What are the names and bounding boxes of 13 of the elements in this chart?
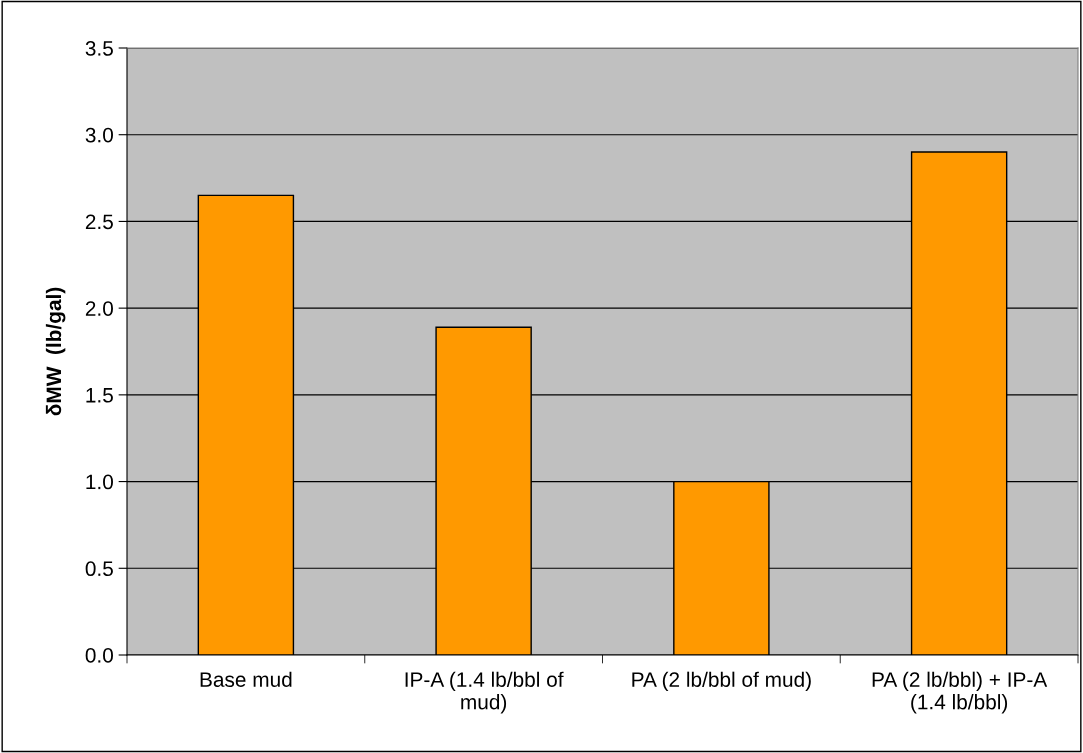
y-tick-label: 3.0 [85, 127, 113, 143]
y-tick-label: 2.5 [85, 214, 113, 230]
y-tick-label: 1.5 [86, 388, 113, 403]
y-tick-label: 0.5 [85, 561, 113, 577]
y-tick-label: 2.0 [85, 301, 113, 316]
x-tick-label: IP-A (1.4 lb/bbl of mud) [405, 671, 564, 714]
y-tick-label: 3.5 [85, 41, 113, 56]
x-tick-label: Base mud [200, 671, 292, 687]
y-axis-title: δMW (lb/gal) [45, 287, 66, 416]
y-tick-label: 0.0 [85, 648, 113, 663]
x-tick-label: PA (2 lb/bbl of mud) [632, 671, 811, 692]
y-tick-label: 1.0 [86, 474, 113, 490]
x-tick-label: PA (2 lb/bbl) + IP-A (1.4 lb/bbl) [872, 671, 1048, 714]
